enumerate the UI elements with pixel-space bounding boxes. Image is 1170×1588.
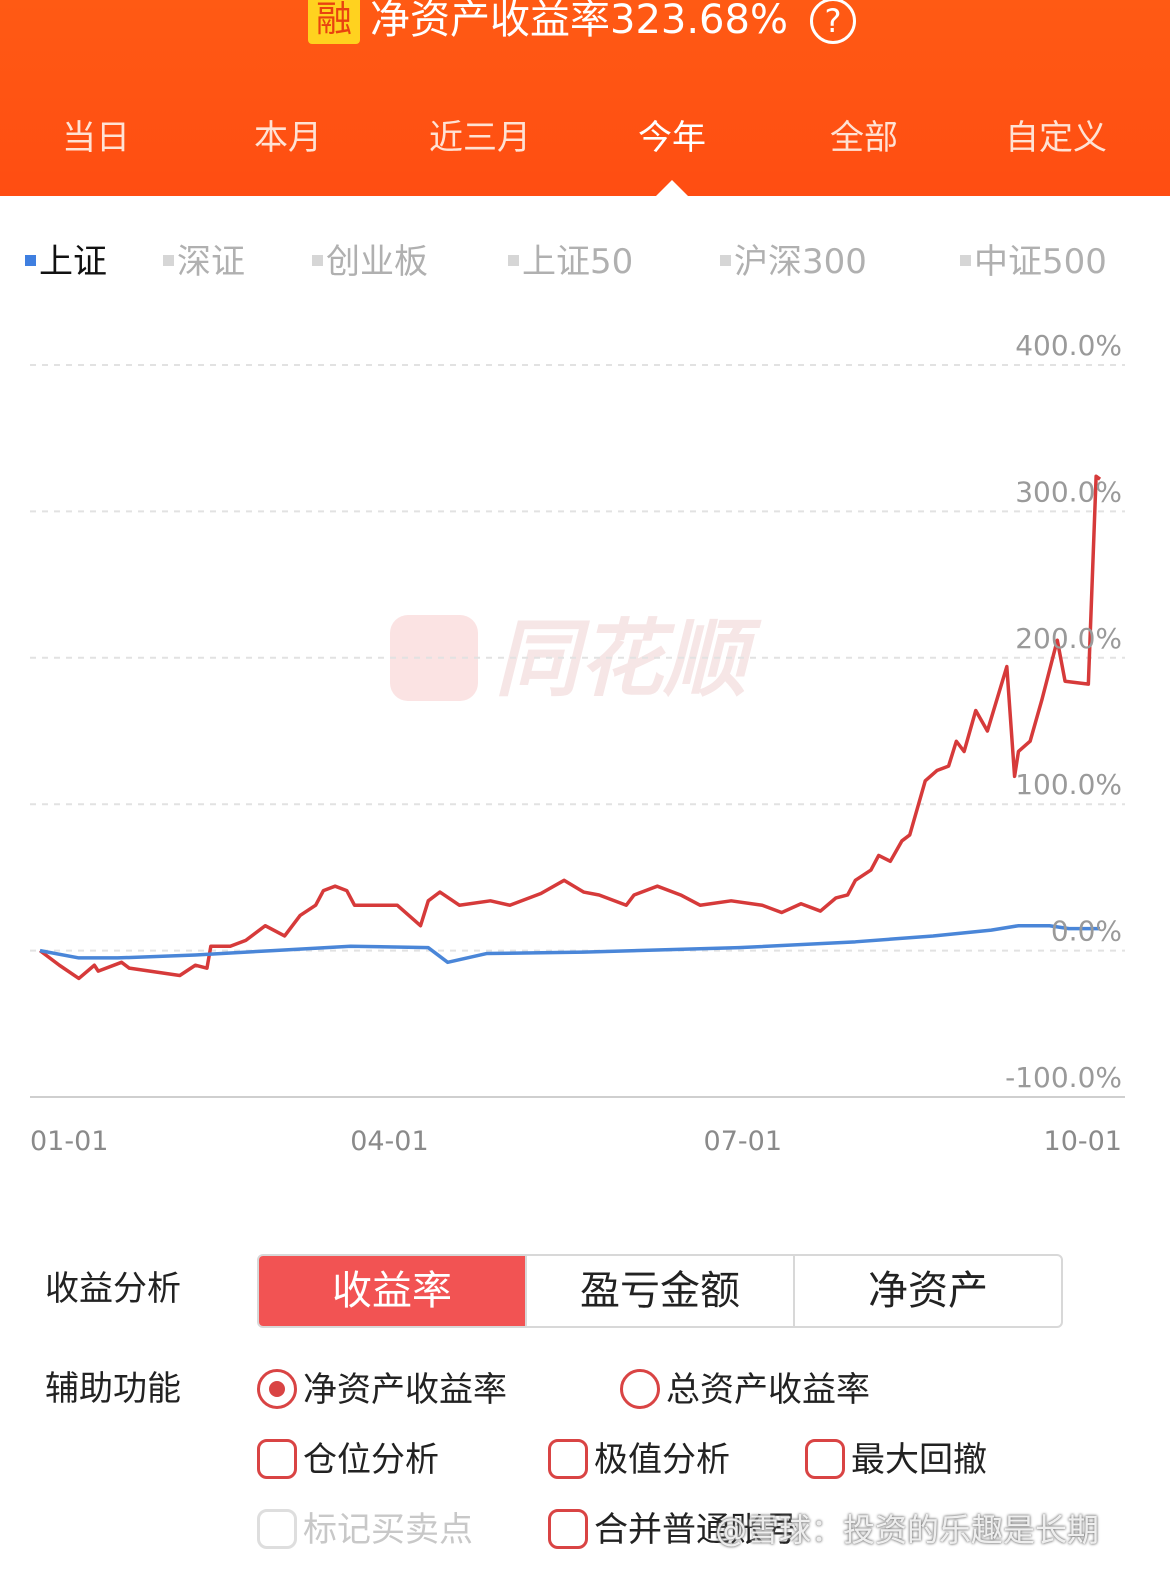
index-toggle[interactable]: 沪深300 [720,238,867,286]
legend-swatch [163,255,174,266]
option-label: 合并普通账号 [594,1510,798,1550]
help-button[interactable]: ? [810,0,856,44]
y-tick-label: 400.0% [1015,329,1122,362]
checkbox [257,1438,297,1479]
y-tick-label: 300.0% [1015,475,1122,508]
header: 融 净资产收益率323.68% ? 当日 本月 近三月 今年 全部 自定义 [0,0,1170,196]
tab[interactable]: 今年 [638,118,706,158]
x-tick-label: 01-01 [30,1126,108,1157]
series-line [39,923,1100,965]
option-label: 极值分析 [594,1440,730,1480]
checkbox-option[interactable]: 极值分析 [548,1436,730,1485]
y-tick-label: 200.0% [1015,622,1122,655]
y-tick-label: 0.0% [1051,915,1122,948]
x-tick-label: 04-01 [350,1126,428,1157]
radio [620,1368,660,1409]
radio-option[interactable]: 总资产收益率 [620,1366,870,1415]
radio-option[interactable]: 净资产收益率 [257,1366,507,1415]
option-label: 净资产收益率 [303,1370,507,1410]
segment-button[interactable]: 收益率 [259,1256,525,1326]
series-line [38,474,1102,981]
analysis-label: 收益分析 [45,1269,181,1309]
legend-swatch [508,255,519,266]
x-tick-label: 10-01 [1044,1126,1122,1157]
legend-swatch [312,255,323,266]
legend-label: 上证 [39,242,107,282]
checkbox-option: 标记买卖点 [257,1506,473,1555]
segment-button[interactable]: 盈亏金额 [525,1256,793,1326]
option-label: 标记买卖点 [303,1510,473,1550]
chart: 同花顺 400.0% 300.0% 200.0% 100.0% 0.0% -100.0% 01… [30,329,1125,1157]
watermark-text: 同花顺 [495,610,762,708]
aux-label: 辅助功能 [45,1369,181,1409]
watermark-logo [390,615,478,701]
legend-label: 沪深300 [734,242,867,282]
legend-swatch [720,255,731,266]
checkbox [805,1438,845,1479]
legend-label: 中证500 [974,242,1107,282]
legend-label: 上证50 [522,242,634,282]
tab[interactable]: 全部 [830,118,898,158]
segmented-control: 收益率 盈亏金额 净资产 [257,1254,1063,1328]
checkbox [548,1508,588,1549]
tab-indicator [656,180,688,196]
radio [257,1368,297,1409]
tab[interactable]: 本月 [254,118,322,158]
index-toggle[interactable]: 上证 [25,238,107,286]
legend-label: 创业板 [326,242,428,282]
x-tick-label: 07-01 [704,1126,782,1157]
legend-label: 深证 [177,242,245,282]
tab[interactable]: 近三月 [429,118,531,158]
tab[interactable]: 自定义 [1005,118,1107,158]
option-label: 仓位分析 [303,1440,439,1480]
legend-swatch [25,255,36,266]
option-label: 最大回撤 [851,1440,987,1480]
legend-swatch [960,255,971,266]
segment-button[interactable]: 净资产 [793,1256,1061,1326]
checkbox [257,1508,297,1549]
checkbox-option[interactable]: 仓位分析 [257,1436,439,1485]
checkbox-option[interactable]: 最大回撤 [805,1436,987,1485]
badge: 融 [308,0,360,44]
title: 净资产收益率323.68% [370,0,788,43]
checkbox-option[interactable]: 合并普通账号 [548,1506,798,1555]
tab[interactable]: 当日 [62,118,130,158]
checkbox [548,1438,588,1479]
y-tick-label: -100.0% [1005,1061,1122,1094]
index-toggle[interactable]: 创业板 [312,238,428,286]
option-label: 总资产收益率 [666,1370,870,1410]
y-tick-label: 100.0% [1015,768,1122,801]
index-toggle[interactable]: 深证 [163,238,245,286]
index-toggle[interactable]: 中证500 [960,238,1107,286]
watermark: @雪球：投资的乐趣是长期 [715,1511,1100,1549]
index-toggle[interactable]: 上证50 [508,238,633,286]
